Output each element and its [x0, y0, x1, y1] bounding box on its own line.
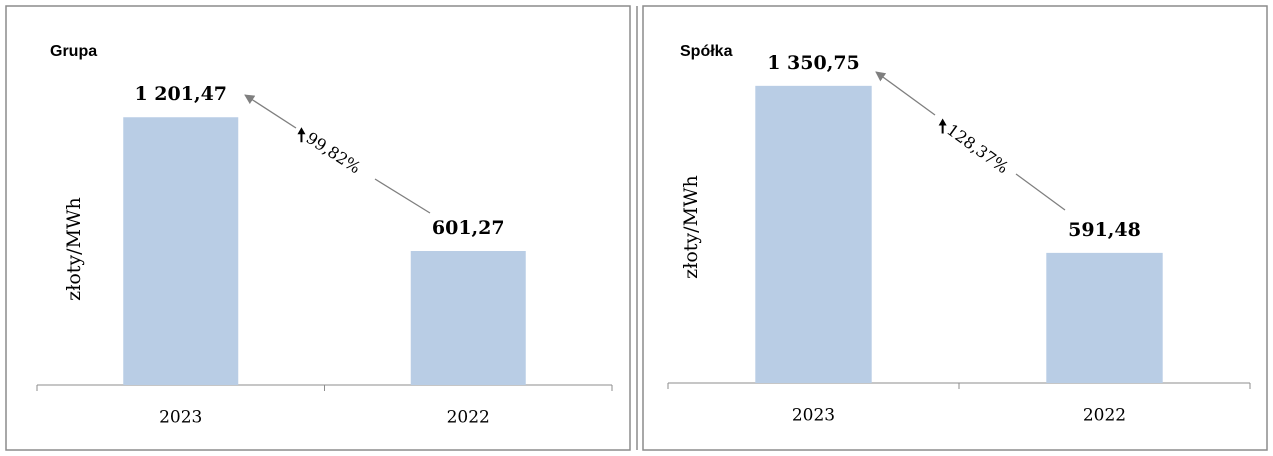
up-arrow-icon — [297, 127, 306, 143]
y-axis-label: złoty/MWh — [63, 197, 85, 301]
trend-line — [374, 178, 431, 214]
trend-arrow — [875, 71, 936, 116]
bar — [123, 117, 239, 385]
annotation: 99,82% — [297, 127, 365, 177]
up-arrow-icon — [938, 118, 947, 134]
annotation: 128,37% — [938, 118, 1012, 177]
trend-arrow — [244, 94, 297, 129]
trend-line — [1015, 173, 1066, 211]
value-label: 1 201,47 — [134, 83, 227, 105]
bar — [755, 85, 872, 384]
bar — [1046, 252, 1163, 383]
annotation-text: 128,37% — [943, 120, 1012, 177]
chart-title: Spółka — [680, 43, 733, 60]
value-label: 601,27 — [432, 217, 505, 239]
annotation-text: 99,82% — [303, 128, 365, 177]
x-tick-label: 2022 — [447, 408, 490, 428]
panel-border — [5, 5, 631, 451]
x-tick-label: 2023 — [792, 406, 835, 426]
x-tick-label: 2023 — [159, 408, 202, 428]
value-label: 1 350,75 — [767, 52, 860, 74]
y-axis-label: złoty/MWh — [680, 175, 702, 279]
bar — [410, 251, 526, 385]
value-label: 591,48 — [1068, 219, 1141, 241]
panel-border — [642, 5, 1268, 451]
x-tick-label: 2022 — [1083, 406, 1126, 426]
chart-title: Grupa — [50, 43, 97, 60]
